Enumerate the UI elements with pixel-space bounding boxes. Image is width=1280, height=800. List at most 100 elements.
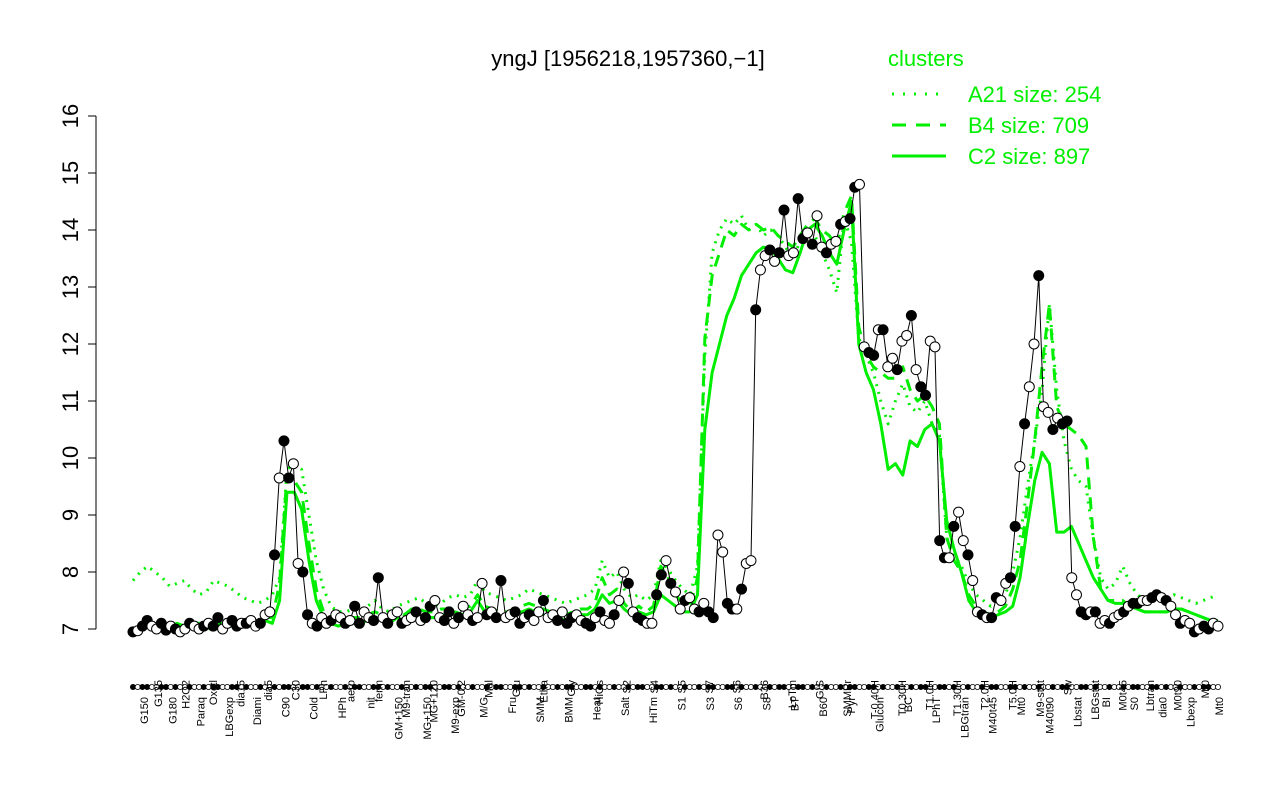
- x-tick-label: HPh: [337, 697, 349, 718]
- x-tick-label: M/G: [478, 697, 490, 718]
- x-tick-label: T0.30H: [897, 680, 909, 716]
- data-point: [528, 614, 540, 626]
- x-tick-label: Mt0: [1200, 680, 1212, 698]
- data-point: [745, 555, 757, 567]
- x-tick-label: S5: [677, 680, 689, 693]
- x-tick-label: S2: [621, 680, 633, 693]
- x-tick-label: T2.0H: [980, 680, 992, 710]
- x-tick-label: S0: [1129, 697, 1141, 710]
- data-point: [287, 458, 299, 470]
- data-point: [1212, 620, 1224, 632]
- x-tick-label: M40t45: [988, 697, 1000, 734]
- data-point: [1047, 424, 1059, 435]
- x-tick-label: HiTm: [648, 697, 660, 723]
- data-point: [283, 472, 295, 484]
- data-point: [302, 609, 314, 621]
- data-point: [802, 227, 814, 239]
- data-point: [830, 235, 842, 247]
- x-tick-label: G/S: [814, 680, 826, 699]
- data-point: [764, 244, 776, 256]
- y-tick-label: 15: [58, 161, 83, 185]
- data-point: [622, 577, 634, 589]
- x-tick-label: G150: [139, 697, 151, 724]
- x-tick-label: B36: [759, 680, 771, 700]
- x-tick-label: Pyr: [846, 697, 858, 714]
- x-tick-label: Salt: [620, 697, 632, 716]
- data-point: [368, 614, 380, 626]
- data-point: [537, 595, 549, 606]
- data-point: [934, 535, 946, 547]
- x-tick-label: Heat: [592, 697, 604, 720]
- data-point: [750, 304, 762, 316]
- data-point: [905, 310, 917, 321]
- data-point: [1170, 609, 1182, 621]
- y-tick-label: 13: [58, 275, 83, 299]
- data-point: [820, 247, 832, 259]
- x-tick-label: MG+120: [428, 680, 440, 723]
- data-point: [948, 520, 960, 532]
- x-tick-label: M40t90: [1044, 697, 1056, 734]
- x-tick-label: S6: [732, 680, 744, 693]
- x-axis: G150 G180 Paraq LBGexp Diami C90 Cold HPh nit GM+…: [129, 679, 1226, 740]
- data-point: [1019, 418, 1031, 430]
- data-point: [471, 612, 483, 624]
- x-tick-label: SMMPr: [842, 680, 854, 717]
- data-point: [811, 210, 823, 222]
- cluster-lines: [131, 194, 1219, 631]
- x-tick-label: T1.30H: [952, 680, 964, 716]
- data-point: [684, 592, 696, 604]
- data-point: [712, 529, 724, 541]
- cluster-line-c2: [132, 200, 1219, 631]
- data-point: [967, 575, 979, 587]
- y-tick-label: 16: [58, 104, 83, 128]
- cluster-line-b4: [132, 194, 1218, 631]
- x-tick-label: T5.0H: [1007, 680, 1019, 710]
- legend-entry-c2: C2 size: 897: [968, 144, 1090, 169]
- x-tick-label: Lbstat: [1073, 697, 1085, 727]
- data-point: [273, 472, 285, 484]
- data-point: [868, 349, 880, 361]
- data-point: [953, 506, 965, 518]
- data-point: [877, 324, 889, 336]
- y-tick-label: 14: [58, 218, 83, 242]
- chart-title: yngJ [1956218,1957360,−1]: [491, 46, 764, 71]
- x-tick-label: Etha: [539, 679, 551, 703]
- x-tick-label: Mt0: [1016, 697, 1028, 715]
- data-point: [674, 603, 686, 615]
- data-point: [443, 606, 455, 618]
- data-point: [278, 435, 290, 447]
- data-point: [608, 609, 620, 621]
- x-tick-label: G135: [153, 680, 165, 707]
- x-tick-label: LoTm: [787, 680, 799, 708]
- data-point: [1061, 415, 1073, 427]
- data-point: [773, 247, 785, 259]
- x-tick-label: S3: [705, 697, 717, 710]
- x-tick-label: LBGtran: [959, 697, 971, 738]
- data-point: [957, 535, 969, 547]
- data-point: [372, 572, 384, 584]
- x-tick-label: S6: [733, 697, 745, 710]
- x-tick-label: Lbexp: [1186, 697, 1198, 727]
- y-tick-label: 11: [58, 390, 83, 413]
- x-tick-label: Fru: [507, 697, 519, 714]
- x-tick-label: SMM: [535, 697, 547, 723]
- x-tick-label: M0t90: [1173, 680, 1185, 711]
- y-tick-label: 12: [58, 332, 83, 356]
- x-tick-label: ferm: [373, 680, 385, 702]
- data-point: [1066, 572, 1078, 584]
- data-point: [1042, 406, 1054, 418]
- x-tick-label: C30: [291, 680, 303, 700]
- data-point: [670, 586, 681, 598]
- x-tick-label: Sw: [1062, 680, 1074, 695]
- x-tick-label: M9-tran: [401, 680, 413, 718]
- x-tick-label: M9-stat: [1035, 680, 1047, 717]
- x-tick-label: LBGstat: [1090, 680, 1102, 720]
- x-tick-label: LPhT: [931, 697, 943, 724]
- x-tick-label: nit: [365, 697, 377, 709]
- data-point: [1028, 338, 1040, 350]
- x-tick-label: Mt0: [1214, 697, 1226, 715]
- y-tick-label: 10: [58, 446, 83, 470]
- data-point: [787, 247, 799, 259]
- legend-entry-b4: B4 size: 709: [968, 113, 1089, 138]
